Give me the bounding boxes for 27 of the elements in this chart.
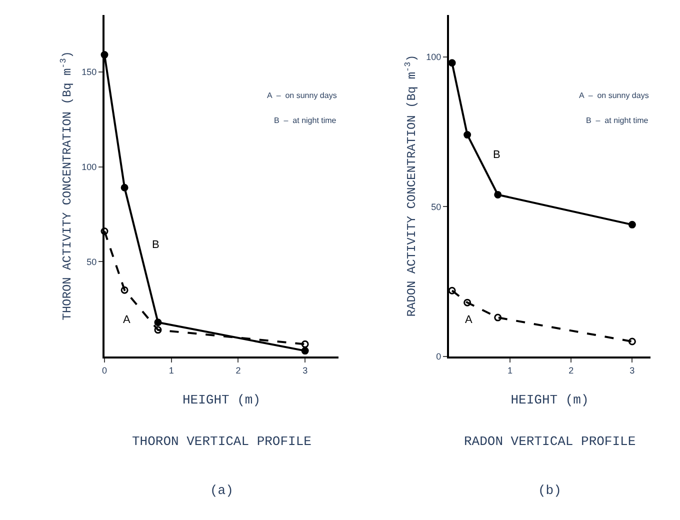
y-tick-label: 50	[431, 202, 442, 212]
x-tick-label: 2	[568, 365, 574, 376]
x-tick-label: 0	[102, 365, 108, 376]
y-tick-label: 100	[82, 162, 97, 172]
text: (a)	[210, 483, 234, 498]
series-label: A	[465, 314, 473, 326]
x-tick-label: 1	[508, 365, 513, 376]
x-tick-label: 3	[302, 365, 308, 376]
x-tick-label: 2	[236, 365, 241, 376]
series-label: A	[123, 314, 131, 326]
x-tick-label: 3	[630, 365, 635, 376]
y-tick-label: 0	[436, 352, 442, 362]
text: RADON VERTICAL PROFILE	[464, 434, 636, 449]
x-tick-label: 1	[168, 365, 174, 376]
series-label: B	[493, 149, 500, 161]
annotation: A – on sunny days	[579, 91, 649, 100]
annotation: B – at night time	[586, 116, 649, 125]
annotation: A – on sunny days	[267, 91, 337, 100]
text: THORON VERTICAL PROFILE	[132, 434, 312, 449]
y-tick-label: 150	[82, 67, 97, 78]
annotation: B – at night time	[274, 116, 337, 125]
y-tick-label: 100	[426, 52, 442, 62]
y-tick-label: 50	[86, 256, 97, 267]
x-axis-title: HEIGHT (m)	[510, 392, 589, 408]
text: (b)	[538, 483, 562, 498]
series-label: B	[152, 239, 160, 251]
x-axis-title: HEIGHT (m)	[182, 392, 261, 408]
